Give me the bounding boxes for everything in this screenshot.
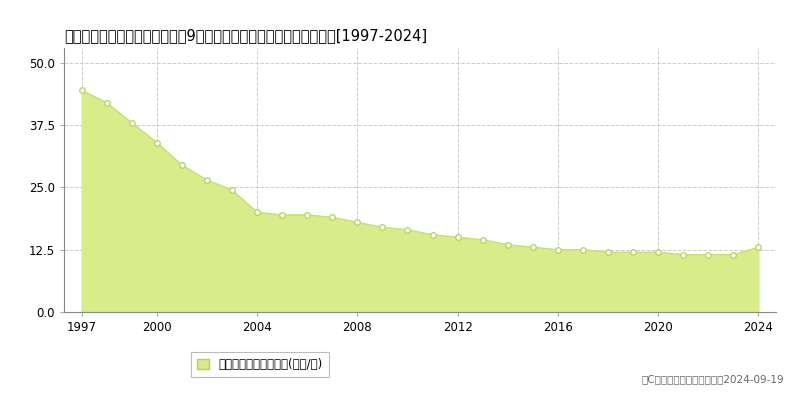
Point (426, 232, 439, 238)
Point (652, 249, 665, 256)
Point (626, 249, 639, 256)
Point (250, 209, 263, 216)
Point (502, 242, 514, 248)
Point (201, 177, 214, 183)
Point (451, 234, 464, 240)
Text: （C）土地価格ドットコム　2024-09-19: （C）土地価格ドットコム 2024-09-19 (642, 374, 784, 384)
Point (602, 249, 614, 256)
Legend: 基準地価　平均坪単価(万円/坪): 基準地価 平均坪単価(万円/坪) (191, 352, 329, 377)
Point (301, 212, 314, 218)
Point (752, 244, 765, 250)
Point (526, 244, 539, 250)
Point (175, 162, 188, 168)
Point (702, 252, 714, 258)
Point (326, 214, 338, 220)
Point (351, 219, 364, 226)
Point (677, 252, 690, 258)
Point (376, 224, 389, 230)
Point (126, 120, 138, 126)
Point (551, 246, 564, 253)
Point (401, 227, 414, 233)
Point (150, 140, 163, 146)
Point (276, 212, 289, 218)
Point (75, 87, 88, 94)
Point (577, 246, 590, 253)
Point (476, 236, 489, 243)
Point (226, 187, 238, 193)
Point (727, 252, 740, 258)
Point (100, 100, 113, 106)
Text: 大阪府豊能郡豊能町東ときわ台9丁目７番１８　基準地価　地価推移[1997-2024]: 大阪府豊能郡豊能町東ときわ台9丁目７番１８ 基準地価 地価推移[1997-202… (64, 28, 427, 43)
